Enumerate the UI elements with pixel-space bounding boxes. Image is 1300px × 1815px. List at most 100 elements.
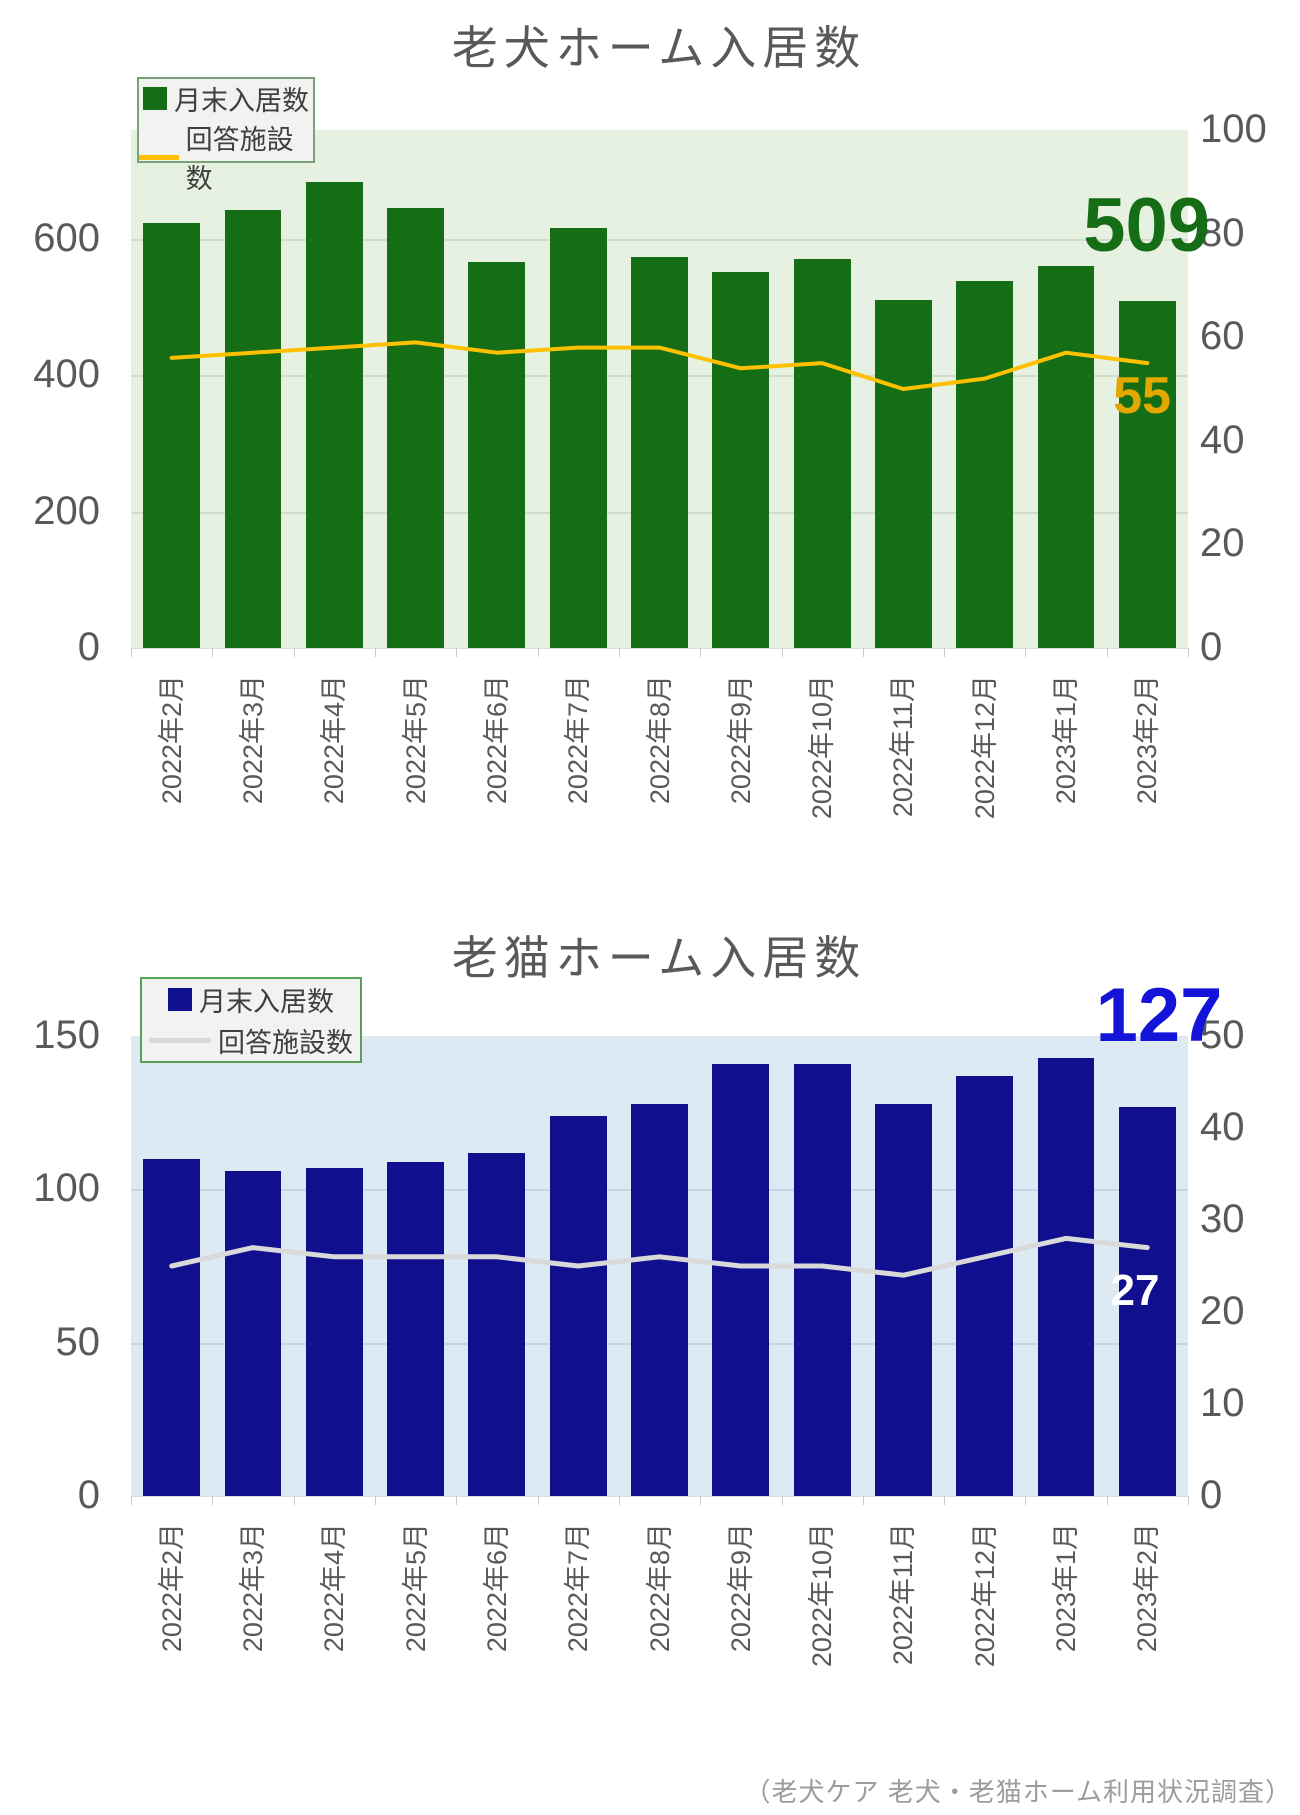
- gridline: [131, 239, 1188, 242]
- right-axis-tick-label: 50: [1200, 1013, 1245, 1057]
- cat-chart-legend: 月末入居数 回答施設数: [140, 977, 362, 1063]
- right-axis-tick-label: 80: [1200, 210, 1245, 255]
- left-axis-tick-label: 0: [77, 1473, 100, 1517]
- bar-2022年11月: [875, 300, 932, 648]
- bar-2022年12月: [956, 280, 1014, 648]
- right-axis-tick-label: 40: [1200, 417, 1245, 462]
- bar-2022年2月: [143, 1158, 201, 1496]
- source-caption: （老犬ケア 老犬・老猫ホーム利用状況調査）: [744, 1777, 1292, 1807]
- cat-last-line-value-label: 27: [1110, 1266, 1160, 1315]
- x-category-label: 2022年11月: [888, 1523, 919, 1666]
- bar-2022年5月: [387, 1161, 444, 1496]
- left-axis-tick-label: 100: [33, 1166, 100, 1211]
- x-category-label: 2022年8月: [644, 1523, 675, 1653]
- x-category-label: 2022年6月: [481, 1523, 512, 1653]
- x-axis-tick: [781, 1496, 783, 1505]
- bar-2022年6月: [468, 1152, 526, 1496]
- dog-chart-plot-area: [131, 130, 1189, 657]
- x-axis-tick: [1188, 648, 1189, 657]
- bar-2023年2月: [1118, 1106, 1176, 1496]
- x-axis-tick: [293, 648, 295, 657]
- bar-2022年6月: [468, 262, 526, 648]
- x-axis-tick: [456, 648, 458, 657]
- line-swatch-icon: [149, 1037, 211, 1043]
- legend-line-label: 回答施設数: [185, 125, 294, 194]
- dog-last-bar-value-label: 509: [1083, 183, 1210, 268]
- legend-item-bar: 月末入居数: [143, 79, 309, 118]
- line-swatch-icon: [139, 154, 179, 160]
- legend-line-label: 回答施設数: [218, 1027, 353, 1058]
- dog-chart-legend: 月末入居数 回答施設数: [137, 77, 315, 194]
- bar-2022年5月: [387, 208, 444, 648]
- bar-2022年8月: [631, 256, 688, 648]
- x-category-label: 2022年3月: [238, 1523, 268, 1653]
- x-axis-tick: [862, 648, 864, 657]
- legend-bar-label: 月末入居数: [174, 86, 309, 116]
- left-axis-tick-label: 50: [55, 1319, 101, 1364]
- bar-2022年7月: [549, 1115, 607, 1496]
- bar-2022年9月: [712, 271, 770, 648]
- bar-2022年10月: [793, 1063, 851, 1496]
- left-axis-tick-label: 600: [33, 216, 100, 261]
- x-axis-tick: [456, 1496, 458, 1505]
- right-axis-tick-label: 60: [1200, 314, 1245, 359]
- bar-2022年12月: [956, 1075, 1014, 1496]
- x-category-label: 2022年4月: [319, 1523, 350, 1653]
- x-category-label: 2022年5月: [400, 1523, 431, 1653]
- x-category-label: 2022年10月: [807, 1523, 838, 1668]
- bar-swatch-icon: [168, 988, 192, 1012]
- x-axis-tick: [1106, 648, 1108, 657]
- legend-item-line: 回答施設数: [139, 118, 313, 196]
- left-axis-tick-label: 200: [33, 488, 100, 533]
- bar-2022年8月: [631, 1103, 688, 1496]
- right-axis-tick-label: 30: [1200, 1197, 1245, 1241]
- bar-2022年7月: [549, 227, 607, 648]
- x-category-label: 2023年1月: [1051, 1523, 1081, 1653]
- x-axis-tick: [781, 648, 783, 657]
- x-category-label: 2023年2月: [1132, 1523, 1163, 1653]
- bar-2022年3月: [224, 210, 282, 648]
- bar-2022年3月: [224, 1170, 282, 1496]
- right-axis-tick-label: 0: [1200, 1473, 1223, 1517]
- right-axis-tick-label: 100: [1200, 107, 1267, 151]
- x-axis-tick: [1106, 1496, 1108, 1505]
- x-axis-tick: [537, 648, 539, 657]
- left-axis-tick-label: 150: [33, 1013, 100, 1057]
- legend-bar-label: 月末入居数: [199, 987, 334, 1018]
- dog-chart-title: 老犬ホーム入居数: [451, 22, 867, 74]
- cat-chart-plot-area: [131, 1036, 1189, 1505]
- legend-item-bar: 月末入居数: [168, 980, 334, 1019]
- trend-line: [169, 340, 1150, 391]
- x-axis-tick: [131, 648, 132, 657]
- right-axis-tick-label: 20: [1200, 1289, 1245, 1333]
- dog-last-line-value-label: 55: [1113, 367, 1171, 425]
- right-axis-tick-label: 0: [1200, 625, 1223, 669]
- x-axis-line: [131, 648, 1188, 649]
- x-axis-tick: [374, 1496, 376, 1505]
- left-axis-tick-label: 0: [77, 625, 100, 669]
- x-axis-tick: [1188, 1496, 1189, 1505]
- bar-2023年1月: [1037, 266, 1095, 648]
- bar-2022年2月: [143, 222, 201, 648]
- bar-2022年11月: [875, 1103, 932, 1496]
- x-category-label: 2022年9月: [725, 1523, 756, 1653]
- bar-2022年10月: [793, 258, 851, 648]
- x-axis-tick: [293, 1496, 295, 1505]
- x-axis-tick: [1025, 648, 1027, 657]
- x-axis-tick: [700, 648, 702, 657]
- cat-last-bar-value-label: 127: [1095, 973, 1223, 1058]
- cat-chart-title: 老猫ホーム入居数: [451, 932, 867, 984]
- x-axis-tick: [374, 648, 376, 657]
- bar-swatch-icon: [143, 87, 167, 110]
- x-axis-tick: [212, 648, 214, 657]
- x-axis-tick: [944, 1496, 946, 1505]
- x-axis-tick: [618, 648, 620, 657]
- x-axis-line: [131, 1496, 1188, 1497]
- right-axis-tick-label: 20: [1200, 521, 1245, 566]
- x-category-label: 2022年2月: [156, 1523, 187, 1653]
- trend-line: [169, 1235, 1150, 1278]
- legend-item-line: 回答施設数: [149, 1021, 353, 1060]
